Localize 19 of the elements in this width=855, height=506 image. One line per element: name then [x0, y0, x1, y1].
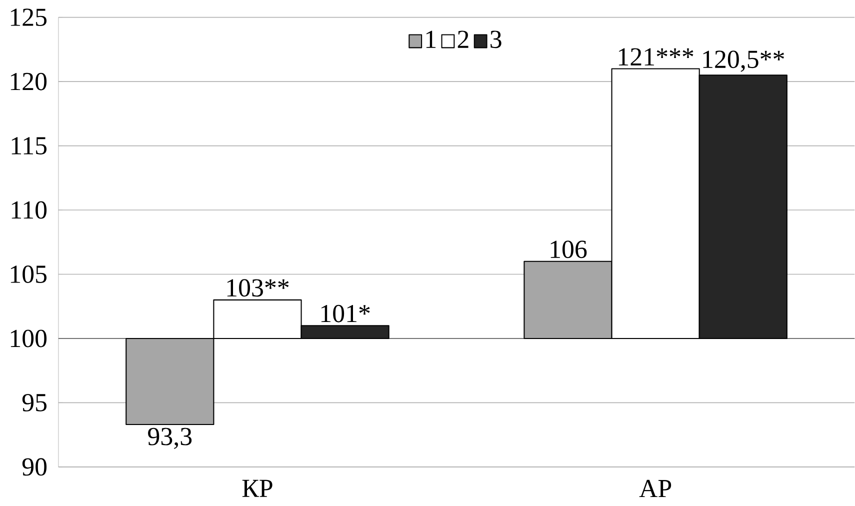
data-label: 106 — [550, 240, 587, 258]
y-tick-label: 110 — [12, 201, 47, 219]
y-tick-label: 95 — [22, 394, 47, 412]
data-label: 120,5** — [703, 50, 784, 72]
data-label: 103** — [227, 279, 289, 297]
y-tick-label: 120 — [10, 72, 47, 90]
y-tick-label: 125 — [10, 8, 47, 26]
x-tick-label: КР — [242, 480, 272, 498]
y-tick-label: 100 — [10, 330, 47, 348]
data-label: 101* — [321, 304, 370, 322]
y-tick-label: 105 — [10, 266, 47, 284]
data-label: 93,3 — [148, 428, 192, 450]
legend-label: 3 — [490, 30, 502, 48]
legend-label: 2 — [458, 30, 468, 48]
y-tick-label: 90 — [22, 458, 47, 476]
y-tick-label: 115 — [12, 137, 47, 155]
data-label: 121*** — [618, 48, 694, 66]
legend-label: 1 — [426, 30, 436, 48]
x-tick-label: АР — [639, 480, 672, 498]
